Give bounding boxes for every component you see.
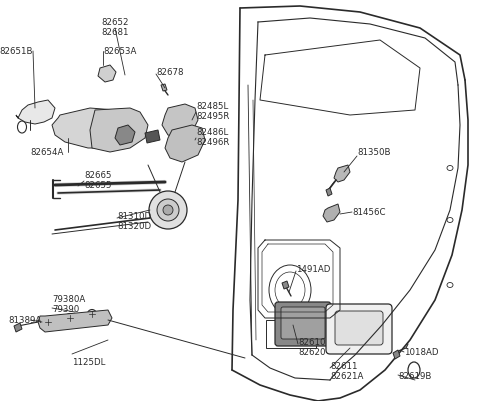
Text: 82486L
82496R: 82486L 82496R: [196, 128, 229, 148]
Polygon shape: [334, 165, 350, 182]
Ellipse shape: [44, 318, 52, 326]
Ellipse shape: [87, 310, 96, 318]
FancyBboxPatch shape: [275, 302, 331, 346]
Polygon shape: [326, 188, 332, 196]
Polygon shape: [161, 84, 167, 91]
Polygon shape: [98, 65, 116, 82]
Text: 82652
82681: 82652 82681: [101, 18, 129, 37]
Text: 82610
82620: 82610 82620: [298, 338, 325, 357]
FancyBboxPatch shape: [281, 307, 325, 339]
Ellipse shape: [163, 205, 173, 215]
Polygon shape: [38, 310, 112, 332]
Ellipse shape: [157, 199, 179, 221]
Polygon shape: [16, 100, 55, 124]
Polygon shape: [14, 323, 22, 332]
Text: 81389A: 81389A: [8, 316, 41, 325]
Text: 81350B: 81350B: [357, 148, 391, 157]
Text: 82678: 82678: [156, 68, 183, 77]
Text: 1125DL: 1125DL: [72, 358, 106, 367]
Bar: [266, 320, 316, 348]
Text: 81310D
81320D: 81310D 81320D: [117, 212, 151, 231]
Text: 82619B: 82619B: [398, 372, 432, 381]
Text: 81456C: 81456C: [352, 208, 385, 217]
Text: 82653A: 82653A: [103, 47, 136, 56]
Polygon shape: [323, 204, 340, 222]
Text: 82651B: 82651B: [0, 47, 33, 56]
Ellipse shape: [149, 191, 187, 229]
Polygon shape: [90, 108, 148, 152]
Text: 1018AD: 1018AD: [404, 348, 439, 357]
Polygon shape: [115, 125, 135, 145]
Text: 79380A
79390: 79380A 79390: [52, 295, 85, 314]
Text: 82665
82655: 82665 82655: [84, 171, 111, 190]
FancyBboxPatch shape: [335, 311, 383, 345]
Text: 82611
82621A: 82611 82621A: [330, 362, 363, 381]
Polygon shape: [145, 130, 160, 143]
FancyBboxPatch shape: [326, 304, 392, 354]
Polygon shape: [162, 104, 198, 138]
Text: 82654A: 82654A: [30, 148, 63, 157]
Polygon shape: [52, 108, 128, 148]
Ellipse shape: [65, 314, 74, 322]
Text: 82485L
82495R: 82485L 82495R: [196, 102, 229, 122]
Text: 1491AD: 1491AD: [296, 265, 330, 274]
Polygon shape: [282, 281, 289, 289]
Polygon shape: [393, 350, 400, 359]
Polygon shape: [165, 125, 205, 162]
